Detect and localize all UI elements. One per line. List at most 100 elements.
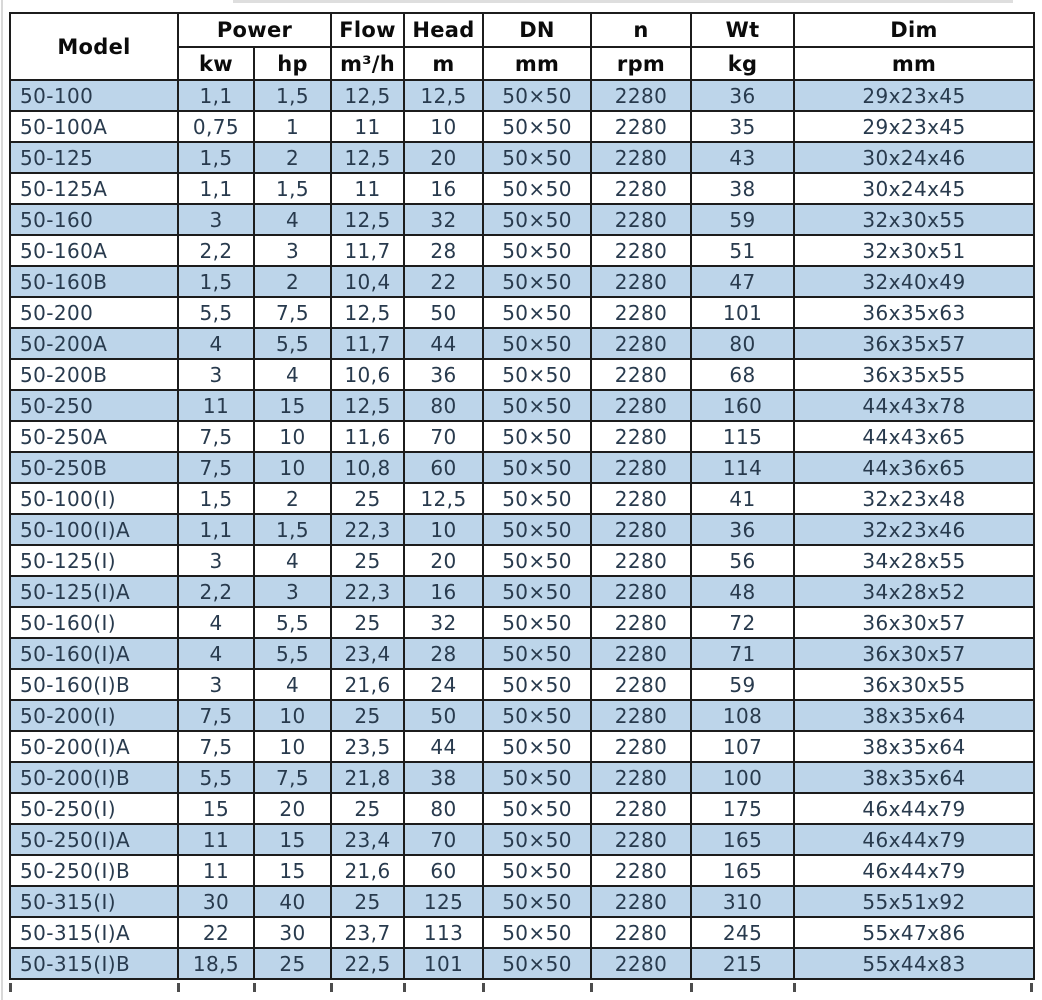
value-cell: 50×50 <box>482 110 593 143</box>
value-cell: 30x24x46 <box>793 141 1036 174</box>
value-cell: 1,5 <box>252 79 333 112</box>
value-cell: 310 <box>690 885 796 918</box>
table-row: 50-315(I) 30 40 25 125 50×50 2280 310 55x51x92 <box>9 885 1036 918</box>
value-cell: 15 <box>252 854 333 887</box>
value-cell: 15 <box>252 389 333 422</box>
table-row: 50-100A 0,75 1 11 10 50×50 2280 35 29x23x45 <box>9 110 1036 143</box>
value-cell: 2280 <box>590 761 693 794</box>
value-cell: 1,5 <box>177 141 255 174</box>
value-cell: 3 <box>252 234 333 267</box>
table-row: 50-250(I)A 11 15 23,4 70 50×50 2280 165 46x44x79 <box>9 823 1036 856</box>
value-cell: 50×50 <box>482 637 593 670</box>
value-cell: 25 <box>330 482 406 515</box>
value-cell: 24 <box>403 668 485 701</box>
value-cell: 80 <box>403 389 485 422</box>
value-cell: 10 <box>252 730 333 763</box>
value-cell: 20 <box>403 141 485 174</box>
unit-power-kw: kw <box>177 46 255 81</box>
value-cell: 4 <box>252 203 333 236</box>
unit-n: rpm <box>590 46 693 81</box>
value-cell: 12,5 <box>330 203 406 236</box>
value-cell: 2280 <box>590 482 693 515</box>
value-cell: 11 <box>177 389 255 422</box>
value-cell: 50×50 <box>482 575 593 608</box>
value-cell: 23,5 <box>330 730 406 763</box>
value-cell: 50×50 <box>482 141 593 174</box>
table-row: 50-160(I)A 4 5,5 23,4 28 50×50 2280 71 36x30x57 <box>9 637 1036 670</box>
model-cell: 50-250 <box>9 389 179 422</box>
value-cell: 56 <box>690 544 796 577</box>
value-cell: 25 <box>330 885 406 918</box>
table-row: 50-200(I)B 5,5 7,5 21,8 38 50×50 2280 100 38x35x… <box>9 761 1036 794</box>
model-cell: 50-200(I) <box>9 699 179 732</box>
value-cell: 113 <box>403 916 485 949</box>
model-cell: 50-160(I)A <box>9 637 179 670</box>
value-cell: 36x35x63 <box>793 296 1036 329</box>
page-left-edge-artifact <box>1 0 3 1000</box>
table-border-stub <box>1030 983 1033 992</box>
value-cell: 2280 <box>590 141 693 174</box>
model-cell: 50-100(I) <box>9 482 179 515</box>
value-cell: 70 <box>403 420 485 453</box>
value-cell: 2280 <box>590 358 693 391</box>
value-cell: 15 <box>252 823 333 856</box>
model-cell: 50-125(I)A <box>9 575 179 608</box>
value-cell: 1,1 <box>177 79 255 112</box>
value-cell: 32x30x51 <box>793 234 1036 267</box>
table-row: 50-100 1,1 1,5 12,5 12,5 50×50 2280 36 29x23x45 <box>9 79 1036 112</box>
value-cell: 80 <box>690 327 796 360</box>
value-cell: 5,5 <box>252 606 333 639</box>
col-header-wt: Wt <box>690 12 796 48</box>
value-cell: 4 <box>252 668 333 701</box>
value-cell: 16 <box>403 172 485 205</box>
table-row: 50-250(I) 15 20 25 80 50×50 2280 175 46x44x79 <box>9 792 1036 825</box>
value-cell: 2280 <box>590 265 693 298</box>
value-cell: 2280 <box>590 234 693 267</box>
value-cell: 70 <box>403 823 485 856</box>
model-cell: 50-160B <box>9 265 179 298</box>
value-cell: 50×50 <box>482 389 593 422</box>
value-cell: 2280 <box>590 172 693 205</box>
value-cell: 50 <box>403 699 485 732</box>
value-cell: 16 <box>403 575 485 608</box>
table-row: 50-125 1,5 2 12,5 20 50×50 2280 43 30x24x46 <box>9 141 1036 174</box>
value-cell: 1,5 <box>252 513 333 546</box>
value-cell: 23,4 <box>330 637 406 670</box>
value-cell: 115 <box>690 420 796 453</box>
value-cell: 25 <box>330 606 406 639</box>
table-row: 50-250(I)B 11 15 21,6 60 50×50 2280 165 46x44x79 <box>9 854 1036 887</box>
value-cell: 2280 <box>590 668 693 701</box>
value-cell: 11,7 <box>330 327 406 360</box>
value-cell: 101 <box>690 296 796 329</box>
value-cell: 59 <box>690 203 796 236</box>
table-row: 50-125A 1,1 1,5 11 16 50×50 2280 38 30x24x45 <box>9 172 1036 205</box>
model-cell: 50-125A <box>9 172 179 205</box>
value-cell: 160 <box>690 389 796 422</box>
value-cell: 2 <box>252 265 333 298</box>
value-cell: 2,2 <box>177 575 255 608</box>
value-cell: 2280 <box>590 916 693 949</box>
value-cell: 38 <box>403 761 485 794</box>
value-cell: 32x23x46 <box>793 513 1036 546</box>
value-cell: 60 <box>403 451 485 484</box>
value-cell: 2280 <box>590 792 693 825</box>
model-cell: 50-250B <box>9 451 179 484</box>
value-cell: 10 <box>403 110 485 143</box>
value-cell: 12,5 <box>330 389 406 422</box>
table-border-stub <box>253 983 256 992</box>
value-cell: 32x23x48 <box>793 482 1036 515</box>
value-cell: 20 <box>252 792 333 825</box>
pump-spec-table: Model Power Flow Head DN n Wt Dim kw hp … <box>9 12 1036 980</box>
value-cell: 2280 <box>590 885 693 918</box>
value-cell: 68 <box>690 358 796 391</box>
value-cell: 50×50 <box>482 296 593 329</box>
model-cell: 50-125 <box>9 141 179 174</box>
value-cell: 22 <box>177 916 255 949</box>
model-cell: 50-160(I)B <box>9 668 179 701</box>
table-row: 50-100(I) 1,5 2 25 12,5 50×50 2280 41 32x23x48 <box>9 482 1036 515</box>
unit-power-hp: hp <box>252 46 333 81</box>
unit-dim: mm <box>793 46 1036 81</box>
value-cell: 51 <box>690 234 796 267</box>
value-cell: 1,5 <box>177 265 255 298</box>
value-cell: 2280 <box>590 854 693 887</box>
